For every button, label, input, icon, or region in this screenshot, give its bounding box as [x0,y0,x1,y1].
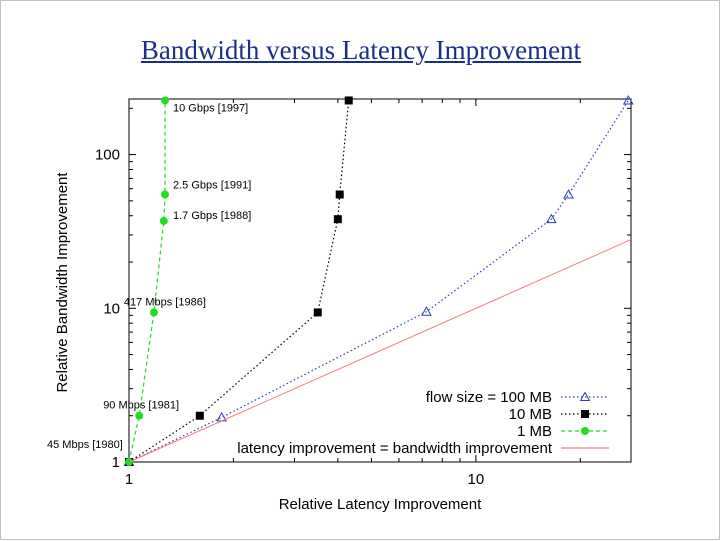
annotation-label: 1.7 Gbps [1988] [173,210,251,222]
annotation-label: 2.5 Gbps [1991] [173,180,251,192]
annotation-label: 90 Mbps [1981] [103,400,179,412]
series-3-point [149,308,158,317]
series-3-point [161,96,170,105]
y-tick-label: 1 [112,454,120,471]
legend-label-3: 1 MB [517,423,552,440]
legend-label-4: latency improvement = bandwidth improvem… [237,440,553,457]
series-1-point [622,94,634,105]
x-tick-label: 1 [125,471,133,488]
series-line-1 [128,100,629,463]
legend-label-1: flow size = 100 MB [426,389,552,406]
series-2-point [195,411,204,420]
series-3-point [135,411,144,420]
series-2-point [344,96,353,105]
legend-label-2: 10 MB [509,406,552,423]
legend-marker-1 [579,391,591,401]
series-2-point [333,215,342,224]
series-line-3 [128,100,166,463]
y-tick-label: 100 [95,147,120,164]
series-3-point [159,216,168,225]
plot-frame [128,98,632,463]
series-3-point [161,190,170,199]
x-axis-label: Relative Latency Improvement [279,496,482,513]
series-2-point [313,308,322,317]
annotation-label: 45 Mbps [1980] [47,439,123,451]
series-1-point [421,306,432,316]
series-line-2 [128,100,350,463]
annotation-label: 417 Mbps [1986] [124,296,206,308]
series-1-point [563,188,574,199]
legend-marker-3 [581,427,589,435]
x-tick-label: 10 [468,471,485,488]
series-line-4 [128,239,632,463]
slide-title: Bandwidth versus Latency Improvement [140,35,582,65]
annotation-label: 10 Gbps [1997] [173,102,248,114]
legend-marker-2 [581,410,589,418]
y-tick-label: 10 [103,300,120,317]
series-2-point [335,190,344,199]
series-1-point [545,213,557,224]
y-axis-label: Relative Bandwidth Improvement [54,172,71,393]
